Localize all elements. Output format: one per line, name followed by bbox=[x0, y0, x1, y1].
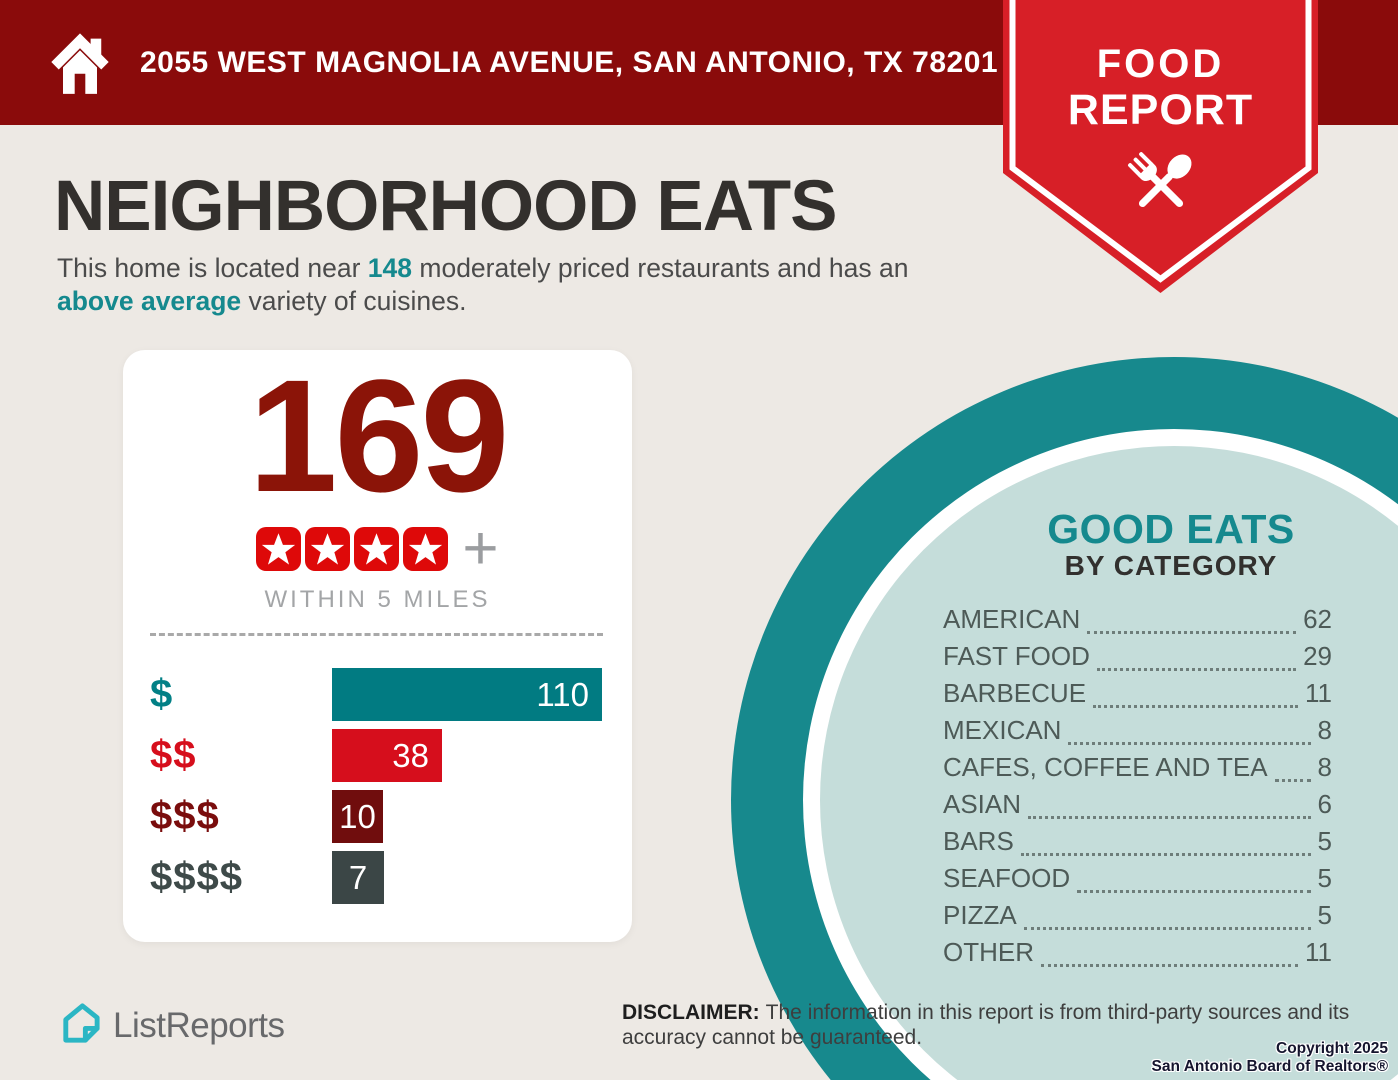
category-label: OTHER bbox=[943, 937, 1034, 967]
bar-row: $110 bbox=[150, 668, 632, 721]
star-icon bbox=[403, 527, 449, 571]
listreports-logo: ListReports bbox=[56, 1000, 285, 1052]
category-value: 8 bbox=[1317, 752, 1332, 782]
category-row: BARS 5 bbox=[943, 826, 1332, 863]
ribbon-title-line2: REPORT bbox=[1067, 86, 1254, 134]
restaurant-summary-card: 169 + WITHIN 5 MILES $110 $$ 38 $$$ 10 $$$$ 7 bbox=[123, 350, 632, 942]
category-row: FAST FOOD 29 bbox=[943, 641, 1332, 678]
category-label: PIZZA bbox=[943, 900, 1017, 930]
copyright-line2: San Antonio Board of Realtors® bbox=[1151, 1058, 1388, 1075]
dotted-leader bbox=[1020, 853, 1311, 856]
price-tier-label: $ bbox=[150, 672, 174, 716]
bar-row: $$ 38 bbox=[150, 729, 632, 782]
dotted-leader bbox=[1041, 964, 1298, 967]
within-miles-label: WITHIN 5 MILES bbox=[264, 586, 491, 613]
price-tier-bar: 38 bbox=[332, 729, 442, 782]
restaurant-total-count: 169 bbox=[248, 346, 510, 525]
dotted-leader bbox=[1274, 779, 1311, 782]
disclaimer-label: DISCLAIMER: bbox=[622, 1001, 760, 1024]
bar-value: 110 bbox=[536, 675, 589, 713]
listreports-house-page-icon bbox=[56, 1000, 103, 1052]
copyright-notice: Copyright 2025 San Antonio Board of Real… bbox=[1152, 1040, 1388, 1076]
category-row: CAFES, COFFEE AND TEA 8 bbox=[943, 752, 1332, 789]
category-label: SEAFOOD bbox=[943, 863, 1071, 893]
plus-icon: + bbox=[462, 514, 499, 583]
home-icon bbox=[46, 24, 114, 105]
category-row: ASIAN 6 bbox=[943, 789, 1332, 826]
subtitle-highlight: above average bbox=[57, 286, 242, 316]
property-address: 2055 WEST MAGNOLIA AVENUE, SAN ANTONIO, … bbox=[140, 45, 999, 79]
price-tier-label: $$$ bbox=[150, 794, 220, 838]
star-icon bbox=[305, 527, 351, 571]
category-label: AMERICAN bbox=[943, 604, 1081, 634]
disclaimer: DISCLAIMER: The information in this repor… bbox=[622, 1000, 1357, 1050]
price-tier-label: $$$$ bbox=[150, 855, 243, 899]
category-row: MEXICAN 8 bbox=[943, 715, 1332, 752]
dotted-leader bbox=[1093, 705, 1298, 708]
dotted-leader bbox=[1023, 927, 1311, 930]
category-value: 11 bbox=[1305, 678, 1332, 708]
category-value: 62 bbox=[1303, 604, 1332, 634]
category-value: 6 bbox=[1317, 789, 1332, 819]
price-tier-bar: 110 bbox=[332, 668, 602, 721]
price-tier-bar: 7 bbox=[332, 851, 384, 904]
category-row: BARBECUE 11 bbox=[943, 678, 1332, 715]
subtitle-highlight: 148 bbox=[367, 253, 413, 283]
ribbon-shape bbox=[1003, 0, 1318, 293]
dotted-leader bbox=[1077, 890, 1311, 893]
category-row: SEAFOOD 5 bbox=[943, 863, 1332, 900]
category-value: 29 bbox=[1303, 641, 1332, 671]
bar-value: 38 bbox=[392, 736, 429, 774]
crossed-spoon-and-fork-icon bbox=[1113, 140, 1209, 235]
price-tier-bar: 10 bbox=[332, 790, 383, 843]
disclaimer-text: The information in this report is from t… bbox=[622, 1001, 1350, 1049]
category-label: CAFES, COFFEE AND TEA bbox=[943, 752, 1268, 782]
dashed-divider bbox=[150, 633, 603, 636]
category-value: 5 bbox=[1317, 863, 1332, 893]
category-value: 5 bbox=[1317, 900, 1332, 930]
page-title: NEIGHBORHOOD EATS bbox=[54, 167, 837, 246]
category-value: 11 bbox=[1305, 937, 1332, 967]
page-subtitle: This home is located near 148 moderately… bbox=[57, 252, 987, 318]
good-eats-subtitle: BY CATEGORY bbox=[1064, 550, 1278, 581]
subtitle-text: variety of cuisines. bbox=[241, 286, 467, 316]
category-label: BARS bbox=[943, 826, 1014, 856]
ribbon-title-line1: FOOD bbox=[1096, 42, 1225, 86]
category-row: AMERICAN 62 bbox=[943, 604, 1332, 641]
star-icon bbox=[354, 527, 400, 571]
dotted-leader bbox=[1028, 816, 1311, 819]
category-label: MEXICAN bbox=[943, 715, 1062, 745]
category-row: PIZZA 5 bbox=[943, 900, 1332, 937]
food-report-ribbon: FOOD REPORT bbox=[1003, 0, 1318, 296]
price-tier-label: $$ bbox=[150, 733, 197, 777]
good-eats-title: GOOD EATS bbox=[1047, 506, 1295, 552]
bar-value: 10 bbox=[339, 797, 376, 835]
category-value: 8 bbox=[1317, 715, 1332, 745]
category-label: BARBECUE bbox=[943, 678, 1087, 708]
bar-value: 7 bbox=[348, 858, 368, 896]
category-list: AMERICAN 62 FAST FOOD 29 BARBECUE 11 MEXICAN 8 C… bbox=[943, 604, 1332, 974]
bar-row: $$$$ 7 bbox=[150, 851, 632, 904]
dotted-leader bbox=[1087, 631, 1297, 634]
star-icon bbox=[256, 527, 302, 571]
subtitle-text: This home is located near bbox=[57, 253, 368, 283]
bar-row: $$$ 10 bbox=[150, 790, 632, 843]
category-row: OTHER 11 bbox=[943, 937, 1332, 974]
category-label: ASIAN bbox=[943, 789, 1022, 819]
category-value: 5 bbox=[1317, 826, 1332, 856]
category-label: FAST FOOD bbox=[943, 641, 1090, 671]
dotted-leader bbox=[1096, 668, 1297, 671]
price-bar-chart: $110 $$ 38 $$$ 10 $$$$ 7 bbox=[150, 668, 632, 912]
listreports-wordmark: ListReports bbox=[113, 1006, 285, 1045]
copyright-line1: Copyright 2025 bbox=[1276, 1040, 1388, 1057]
dotted-leader bbox=[1068, 742, 1311, 745]
star-rating-row: + bbox=[123, 514, 632, 583]
subtitle-text: moderately priced restaurants and has an bbox=[412, 253, 909, 283]
